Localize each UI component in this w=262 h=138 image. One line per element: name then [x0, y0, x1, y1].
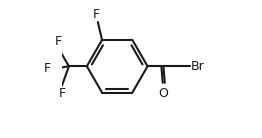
Text: Br: Br — [191, 60, 205, 73]
Text: O: O — [158, 87, 168, 100]
Text: F: F — [58, 87, 66, 100]
Text: F: F — [54, 35, 61, 48]
Text: F: F — [44, 63, 51, 75]
Text: F: F — [93, 8, 100, 21]
